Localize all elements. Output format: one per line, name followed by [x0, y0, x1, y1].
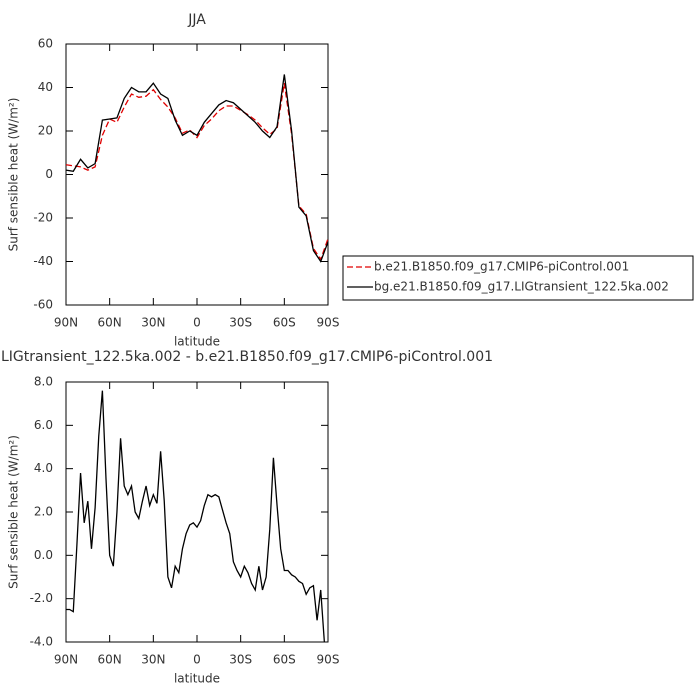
x-axis-label: latitude: [174, 672, 220, 686]
x-tick-label: 0: [193, 316, 201, 330]
legend-box: [342, 255, 694, 301]
x-tick-label: 90N: [54, 653, 78, 667]
data-line: [65, 74, 329, 263]
legend-label: b.e21.B1850.f09_g17.CMIP6-piControl.001: [374, 260, 629, 274]
plot-frame: [65, 381, 329, 643]
data-line: [65, 83, 329, 261]
x-tick-label: 60S: [273, 653, 296, 667]
y-tick-label: 0.0: [34, 548, 53, 562]
y-tick-label: -20: [33, 211, 53, 225]
x-tick-label: 30S: [229, 316, 252, 330]
y-tick-label: 8.0: [34, 375, 53, 389]
y-tick-label: -40: [33, 254, 53, 268]
x-tick-label: 30S: [229, 653, 252, 667]
y-axis-label: Surf sensible heat (W/m²): [7, 435, 21, 589]
y-tick-label: -4.0: [30, 635, 53, 649]
y-tick-label: 4.0: [34, 461, 53, 475]
x-tick-label: 0: [193, 653, 201, 667]
y-tick-label: 20: [38, 124, 53, 138]
x-tick-label: 60N: [98, 653, 122, 667]
chart-title: LIGtransient_122.5ka.002 - b.e21.B1850.f…: [1, 349, 493, 365]
chart-title: JJA: [187, 12, 206, 28]
x-tick-label: 90N: [54, 316, 78, 330]
plot-frame: [65, 43, 329, 306]
x-tick-label: 90S: [317, 653, 340, 667]
y-axis-label: Surf sensible heat (W/m²): [7, 98, 21, 252]
x-tick-label: 60N: [98, 316, 122, 330]
x-tick-label: 60S: [273, 316, 296, 330]
y-tick-label: 2.0: [34, 505, 53, 519]
y-tick-label: 6.0: [34, 418, 53, 432]
y-tick-label: 0: [45, 167, 53, 181]
x-axis-label: latitude: [174, 335, 220, 349]
y-tick-label: 40: [38, 80, 53, 94]
x-tick-label: 30N: [141, 316, 165, 330]
y-tick-label: -2.0: [30, 591, 53, 605]
y-tick-label: -60: [33, 298, 53, 312]
x-tick-label: 90S: [317, 316, 340, 330]
y-tick-label: 60: [38, 37, 53, 51]
data-line: [66, 390, 326, 643]
legend-label: bg.e21.B1850.f09_g17.LIGtransient_122.5k…: [374, 280, 669, 294]
x-tick-label: 30N: [141, 653, 165, 667]
